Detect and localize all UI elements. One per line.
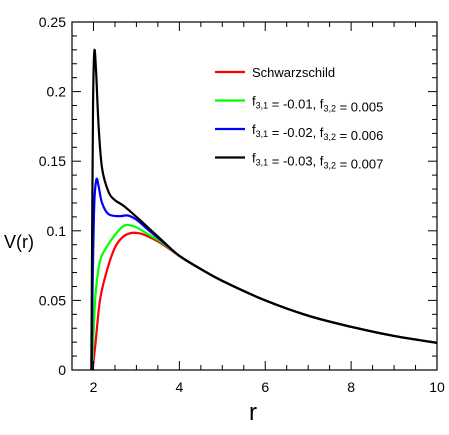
y-tick-label: 0.2 — [47, 84, 67, 100]
y-tick-label: 0 — [58, 362, 66, 378]
x-tick-label: 6 — [261, 379, 269, 395]
y-tick-label: 0.15 — [39, 153, 66, 169]
x-tick-label: 8 — [347, 379, 355, 395]
y-tick-label: 0.1 — [47, 223, 67, 239]
legend-label-2: f3,1 = -0.01, f3,2 = 0.005 — [252, 94, 383, 115]
y-axis-title: V(r) — [4, 232, 34, 252]
x-tick-label: 4 — [175, 379, 183, 395]
series-line-2 — [91, 223, 437, 370]
x-tick-label: 10 — [429, 379, 445, 395]
y-tick-label: 0.05 — [39, 292, 66, 308]
y-tick-label: 0.25 — [39, 14, 66, 30]
x-tick-label: 2 — [90, 379, 98, 395]
series-line-4 — [90, 48, 437, 370]
series-line-3 — [90, 177, 437, 370]
plot-frame — [71, 21, 438, 371]
legend-label-1: Schwarzschild — [252, 65, 335, 80]
x-axis-title: r — [249, 399, 257, 426]
legend-label-4: f3,1 = -0.03, f3,2 = 0.007 — [252, 151, 383, 172]
x-axis-ticks: 2 4 6 8 10 — [71, 22, 445, 395]
series-curves — [90, 48, 437, 370]
legend-label-3: f3,1 = -0.02, f3,2 = 0.006 — [252, 122, 383, 143]
y-axis-ticks: 0 0.05 0.1 0.15 0.2 0.25 — [39, 14, 437, 378]
legend: Schwarzschild f3,1 = -0.01, f3,2 = 0.005 f… — [215, 65, 383, 172]
